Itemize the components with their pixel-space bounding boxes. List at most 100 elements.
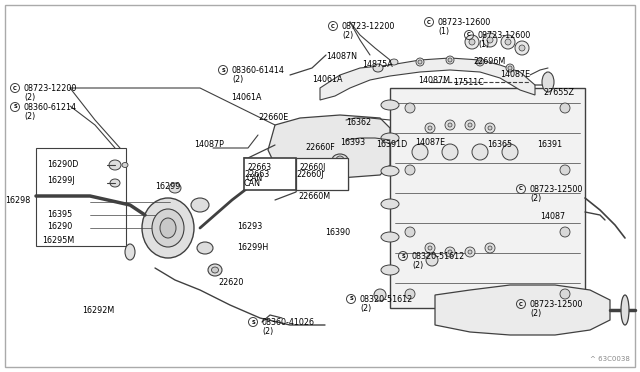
Circle shape xyxy=(487,37,493,43)
Circle shape xyxy=(485,243,495,253)
Circle shape xyxy=(468,123,472,127)
Text: 22663: 22663 xyxy=(247,163,271,172)
Text: C: C xyxy=(13,86,17,90)
Circle shape xyxy=(412,144,428,160)
Text: 27655Z: 27655Z xyxy=(543,88,574,97)
Circle shape xyxy=(465,120,475,130)
Text: 14087M: 14087M xyxy=(418,76,450,85)
Circle shape xyxy=(405,165,415,175)
Text: 16365: 16365 xyxy=(487,140,512,149)
Text: C: C xyxy=(427,19,431,25)
Bar xyxy=(36,148,126,246)
Circle shape xyxy=(505,39,511,45)
Circle shape xyxy=(483,33,497,47)
Text: 14087P: 14087P xyxy=(194,140,224,149)
Ellipse shape xyxy=(160,218,176,238)
Text: 16362: 16362 xyxy=(346,118,371,127)
Circle shape xyxy=(469,39,475,45)
Text: 16292M: 16292M xyxy=(82,306,115,315)
Circle shape xyxy=(465,35,479,49)
Text: 14875A: 14875A xyxy=(362,60,393,69)
Ellipse shape xyxy=(142,198,194,258)
Text: (2): (2) xyxy=(262,327,273,336)
Circle shape xyxy=(405,103,415,113)
Text: 16299: 16299 xyxy=(155,182,180,191)
Ellipse shape xyxy=(125,244,135,260)
Text: 22696M: 22696M xyxy=(473,57,505,66)
Text: 08723-12500: 08723-12500 xyxy=(530,300,584,309)
Ellipse shape xyxy=(191,198,209,212)
Ellipse shape xyxy=(122,163,128,167)
Circle shape xyxy=(445,120,455,130)
Circle shape xyxy=(488,126,492,130)
Circle shape xyxy=(428,246,432,250)
Text: (2): (2) xyxy=(530,309,541,318)
Circle shape xyxy=(448,58,452,62)
Text: 08360-61414: 08360-61414 xyxy=(232,66,285,75)
Ellipse shape xyxy=(211,267,218,273)
Text: 08723-12200: 08723-12200 xyxy=(342,22,396,31)
Ellipse shape xyxy=(109,160,121,170)
Text: 08723-12500: 08723-12500 xyxy=(530,185,584,194)
Bar xyxy=(390,88,585,308)
Circle shape xyxy=(560,103,570,113)
Text: CAN: CAN xyxy=(244,179,261,188)
Text: 22660M: 22660M xyxy=(298,192,330,201)
Circle shape xyxy=(445,247,455,257)
Text: C: C xyxy=(519,186,523,192)
Text: 08320-51612: 08320-51612 xyxy=(412,252,465,261)
Circle shape xyxy=(519,45,525,51)
Circle shape xyxy=(405,289,415,299)
Text: (1): (1) xyxy=(438,27,449,36)
Text: 16391: 16391 xyxy=(537,140,562,149)
Polygon shape xyxy=(435,285,610,335)
Text: 16395: 16395 xyxy=(47,210,72,219)
Circle shape xyxy=(428,126,432,130)
Ellipse shape xyxy=(621,295,629,325)
Circle shape xyxy=(418,60,422,64)
Text: S: S xyxy=(401,253,405,259)
Circle shape xyxy=(488,246,492,250)
Circle shape xyxy=(442,144,458,160)
Text: 22660J: 22660J xyxy=(296,170,323,179)
Text: S: S xyxy=(349,296,353,301)
Text: C: C xyxy=(331,23,335,29)
Text: 14061A: 14061A xyxy=(231,93,262,102)
Text: 14061A: 14061A xyxy=(312,75,342,84)
Circle shape xyxy=(336,156,344,164)
Text: 14087E: 14087E xyxy=(500,70,530,79)
Text: S: S xyxy=(251,320,255,324)
Ellipse shape xyxy=(381,199,399,209)
Text: C: C xyxy=(519,301,523,307)
Circle shape xyxy=(425,243,435,253)
Ellipse shape xyxy=(110,179,120,187)
Text: C: C xyxy=(467,32,471,38)
Ellipse shape xyxy=(542,72,554,92)
Text: 08360-61214: 08360-61214 xyxy=(24,103,77,112)
Circle shape xyxy=(502,144,518,160)
Circle shape xyxy=(506,64,514,72)
Text: 16298: 16298 xyxy=(5,196,30,205)
Circle shape xyxy=(448,123,452,127)
Circle shape xyxy=(425,123,435,133)
Circle shape xyxy=(478,60,482,64)
Text: (2): (2) xyxy=(412,261,423,270)
Text: 22620: 22620 xyxy=(218,278,243,287)
Text: 16290: 16290 xyxy=(47,222,72,231)
Text: 08360-41026: 08360-41026 xyxy=(262,318,315,327)
Text: (2): (2) xyxy=(24,112,35,121)
Circle shape xyxy=(446,56,454,64)
Circle shape xyxy=(416,58,424,66)
Circle shape xyxy=(485,123,495,133)
Circle shape xyxy=(501,35,515,49)
Ellipse shape xyxy=(381,100,399,110)
Text: 14087: 14087 xyxy=(540,212,565,221)
Circle shape xyxy=(465,247,475,257)
Text: 17511C: 17511C xyxy=(453,78,484,87)
Ellipse shape xyxy=(169,183,181,193)
Polygon shape xyxy=(268,115,390,178)
Circle shape xyxy=(472,144,488,160)
Ellipse shape xyxy=(208,264,222,276)
Circle shape xyxy=(560,227,570,237)
Text: 14087N: 14087N xyxy=(326,52,357,61)
